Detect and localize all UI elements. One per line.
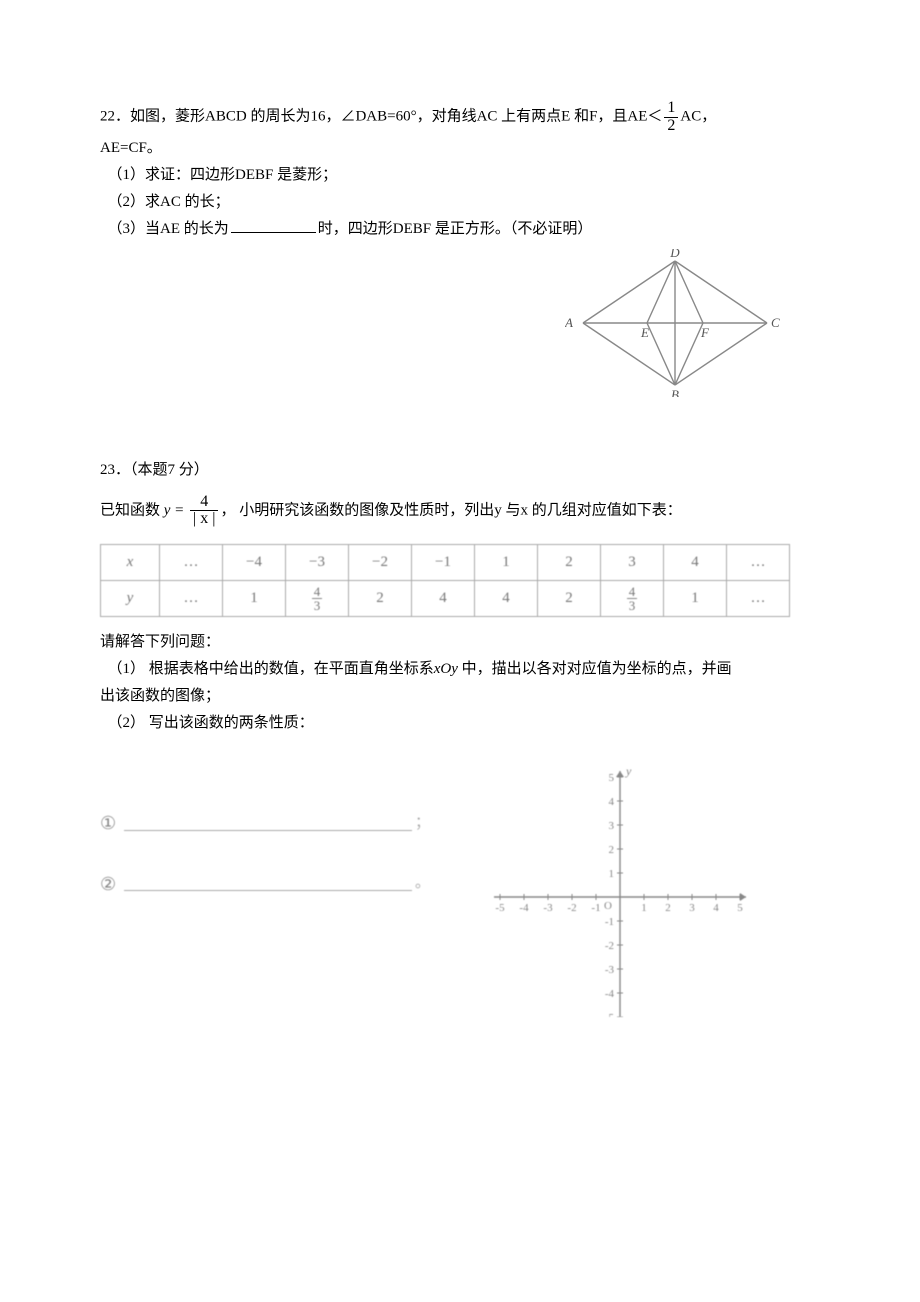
table-cell: 2 — [538, 545, 601, 581]
svg-text:1: 1 — [609, 868, 615, 880]
q23-p1b: 中，描出以各对对应值为坐标的点，并画 — [458, 661, 732, 677]
table-cell: 43 — [286, 581, 349, 617]
table-cell: 1 — [223, 581, 286, 617]
table-cell: 4 — [412, 581, 475, 617]
bottom-area: ① ； ② 。 -5 -4 -3 -2 -1 1 2 3 4 5 -5 -4 -3 -2 -1 1 2 3 4 5 Oy — [100, 767, 825, 1017]
rhombus-svg: A C D B E F — [565, 249, 785, 397]
q22-p3a: （3）当AE 的长为 — [108, 221, 229, 237]
svg-text:E: E — [640, 325, 649, 340]
table-cell: 2 — [538, 581, 601, 617]
svg-text:4: 4 — [609, 796, 615, 808]
blank-fill — [124, 816, 412, 831]
answer-lines: ① ； ② 。 — [100, 807, 430, 928]
q23-part2: （2） 写出该函数的两条性质： — [100, 710, 825, 737]
row-head: x — [101, 545, 160, 581]
svg-text:y: y — [625, 767, 632, 778]
blank-fill — [124, 876, 412, 891]
table-cell: 2 — [349, 581, 412, 617]
q22-text1a: 如图，菱形ABCD 的周长为16，∠DAB=60°，对角线AC 上有两点E 和F… — [130, 109, 662, 125]
fraction-half: 12 — [664, 100, 678, 135]
table-cell: 1 — [475, 545, 538, 581]
blank-fill — [231, 232, 316, 233]
frac-num: 4 — [190, 494, 218, 512]
svg-text:4: 4 — [713, 902, 719, 914]
table-cell: 43 — [601, 581, 664, 617]
coordinate-plane: -5 -4 -3 -2 -1 1 2 3 4 5 -5 -4 -3 -2 -1 1 2 3 4 5 Oy — [470, 767, 770, 1017]
svg-text:-2: -2 — [567, 902, 576, 914]
table-cell: −2 — [349, 545, 412, 581]
table-cell: −3 — [286, 545, 349, 581]
fraction-4-over-absx: 4| x | — [190, 494, 218, 529]
q23-after1: 请解答下列问题： — [100, 629, 825, 656]
svg-text:5: 5 — [737, 902, 743, 914]
svg-text:2: 2 — [609, 844, 615, 856]
svg-text:-5: -5 — [495, 902, 505, 914]
q22-number: 22． — [100, 109, 130, 125]
q23-header: 23．（本题7 分） — [100, 457, 825, 484]
q23-line1: 已知函数 y = 4| x |， 小明研究该函数的图像及性质时，列出y 与x 的… — [100, 494, 825, 529]
svg-text:2: 2 — [665, 902, 671, 914]
svg-text:-1: -1 — [591, 902, 600, 914]
svg-text:1: 1 — [641, 902, 647, 914]
table-cell: 4 — [664, 545, 727, 581]
q22-line1: 22．如图，菱形ABCD 的周长为16，∠DAB=60°，对角线AC 上有两点E… — [100, 100, 825, 135]
svg-text:3: 3 — [689, 902, 695, 914]
frac-den: 2 — [664, 118, 678, 135]
q22-line2: AE=CF。 — [100, 135, 825, 162]
svg-text:-1: -1 — [605, 916, 614, 928]
table-cell: −1 — [412, 545, 475, 581]
circled-1: ① — [100, 807, 116, 839]
svg-text:D: D — [669, 249, 680, 260]
svg-text:-3: -3 — [543, 902, 553, 914]
svg-text:-5: -5 — [605, 1012, 615, 1017]
svg-text:B: B — [671, 387, 679, 397]
q23-p1c: 出该函数的图像； — [100, 683, 825, 710]
q22-p3b: 时，四边形DEBF 是正方形。（不必证明） — [318, 221, 593, 237]
q22-part1: （1）求证：四边形DEBF 是菱形； — [100, 162, 825, 189]
table-cell: −4 — [223, 545, 286, 581]
rhombus-figure: A C D B E F — [100, 249, 785, 407]
q23-block: 23．（本题7 分） 已知函数 y = 4| x |， 小明研究该函数的图像及性… — [100, 457, 825, 1018]
q22-part2: （2）求AC 的长； — [100, 189, 825, 216]
table-cell: … — [160, 581, 223, 617]
svg-text:-3: -3 — [605, 964, 615, 976]
svg-text:F: F — [700, 325, 710, 340]
data-table-wrap: x…−4−3−2−11234…y…1432442431… — [100, 544, 825, 617]
q23-l1b: ， 小明研究该函数的图像及性质时，列出y 与x 的几组对应值如下表： — [220, 502, 681, 518]
svg-text:-4: -4 — [519, 902, 529, 914]
q23-number: 23． — [100, 462, 130, 478]
q23-l1a: 已知函数 — [100, 502, 164, 518]
frac-num: 1 — [664, 100, 678, 118]
q22-part3: （3）当AE 的长为 时，四边形DEBF 是正方形。（不必证明） — [100, 216, 825, 243]
svg-text:-4: -4 — [605, 988, 615, 1000]
circled-2: ② — [100, 868, 116, 900]
svg-text:3: 3 — [609, 820, 615, 832]
row-head: y — [101, 581, 160, 617]
svg-text:-2: -2 — [605, 940, 614, 952]
q23-p1a: （1） 根据表格中给出的数值，在平面直角坐标系 — [108, 661, 434, 677]
q23-title: （本题7 分） — [130, 462, 209, 478]
table-cell: … — [160, 545, 223, 581]
xOy-label: xOy — [434, 661, 458, 677]
svg-text:5: 5 — [609, 772, 615, 784]
xy-table: x…−4−3−2−11234…y…1432442431… — [100, 544, 790, 617]
svg-text:A: A — [565, 315, 573, 330]
q23-part1: （1） 根据表格中给出的数值，在平面直角坐标系xOy 中，描出以各对对应值为坐标… — [100, 656, 825, 683]
svg-text:O: O — [604, 900, 612, 912]
table-cell: 3 — [601, 545, 664, 581]
table-cell: 4 — [475, 581, 538, 617]
table-cell: … — [727, 581, 790, 617]
svg-text:C: C — [771, 315, 780, 330]
table-cell: … — [727, 545, 790, 581]
answer-line-2: ② 。 — [100, 868, 430, 900]
table-cell: 1 — [664, 581, 727, 617]
answer-line-1: ① ； — [100, 807, 430, 839]
frac-den: | x | — [190, 511, 218, 528]
eq-lhs: y = — [164, 502, 185, 518]
q22-text1b: AC， — [680, 109, 716, 125]
